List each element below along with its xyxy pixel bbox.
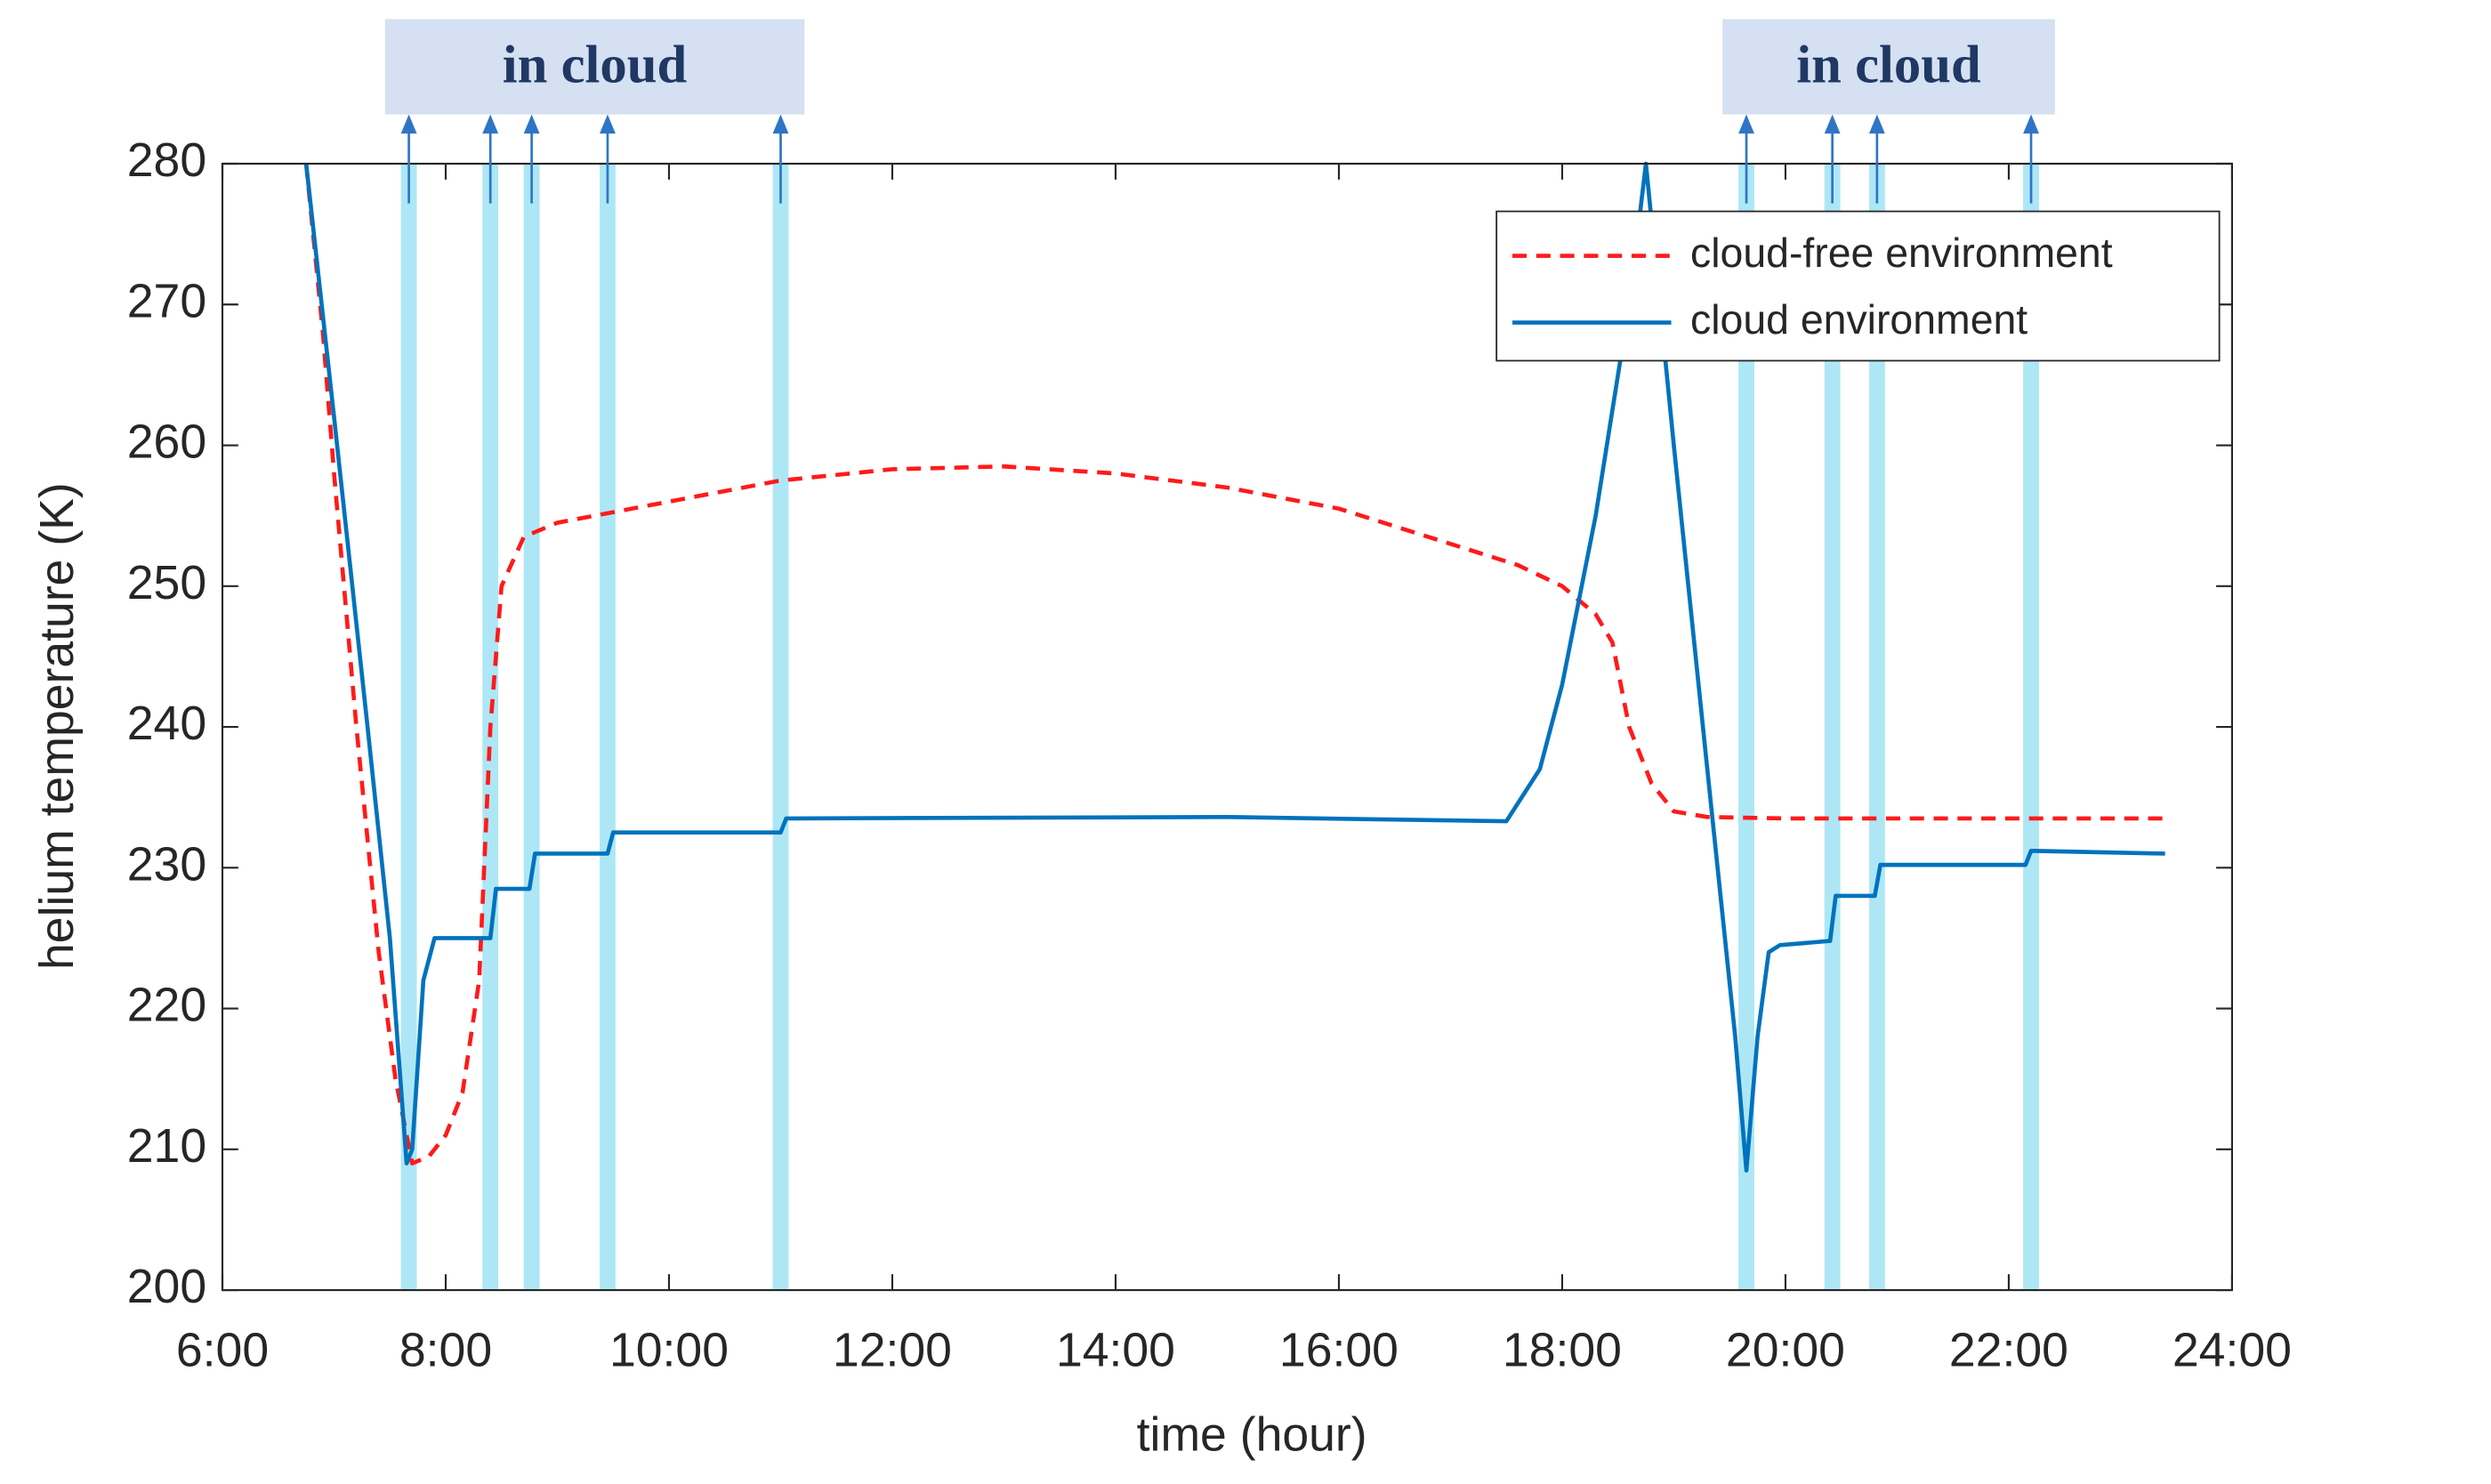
y-tick-label: 260 (127, 416, 206, 469)
x-tick-label: 24:00 (2173, 1325, 2292, 1377)
arrow-head (772, 114, 789, 134)
y-tick-label: 220 (127, 980, 206, 1032)
x-axis-label: time (hour) (1137, 1408, 1367, 1461)
x-tick-label: 22:00 (1949, 1325, 2068, 1377)
y-tick-label: 230 (127, 838, 206, 891)
cloud-band (1868, 164, 1885, 1291)
cloud-band (2023, 164, 2039, 1291)
arrow-head (1738, 114, 1754, 134)
x-tick-label: 18:00 (1503, 1325, 1622, 1377)
arrow-head (1824, 114, 1841, 134)
cloud-band (1738, 164, 1754, 1291)
x-tick-label: 12:00 (833, 1325, 952, 1377)
y-tick-label: 250 (127, 557, 206, 609)
x-tick-label: 16:00 (1279, 1325, 1399, 1377)
arrow-head (1868, 114, 1885, 134)
y-axis-label: helium temperature (K) (31, 482, 84, 970)
x-tick-label: 8:00 (399, 1325, 492, 1377)
arrow-head (482, 114, 499, 134)
cloud-label: in cloud (503, 36, 688, 95)
legend-label: cloud-free environment (1690, 230, 2113, 276)
y-tick-label: 210 (127, 1120, 206, 1173)
x-tick-label: 14:00 (1056, 1325, 1175, 1377)
x-tick-label: 6:00 (176, 1325, 269, 1377)
ticks: 200 210 220 230 240 250 260 270 280 6:00 8:00 10:00… (127, 134, 2292, 1376)
arrow-head (400, 114, 417, 134)
y-tick-label: 270 (127, 275, 206, 327)
legend-label: cloud environment (1690, 296, 2027, 343)
x-tick-label: 10:00 (609, 1325, 729, 1377)
arrow-head (2023, 114, 2039, 134)
cloud-bars (400, 164, 2039, 1291)
x-tick-label: 20:00 (1726, 1325, 1845, 1377)
label-box (384, 19, 805, 115)
lines (303, 161, 2165, 1173)
series-line (303, 161, 2165, 1173)
legend-box (1495, 210, 2221, 362)
y-tick-label: 240 (127, 698, 206, 750)
cloud-label: in cloud (1796, 36, 1981, 95)
arrow-head (523, 114, 540, 134)
cloud-band (400, 164, 417, 1291)
cloud-band (772, 164, 789, 1291)
y-tick-label: 200 (127, 1261, 206, 1313)
arrow-head (600, 114, 616, 134)
y-tick-label: 280 (127, 134, 206, 187)
cloud-band (523, 164, 540, 1291)
label-box (1722, 19, 2055, 115)
cloud-band (1824, 164, 1841, 1291)
legend: cloud-free environment cloud environment (1495, 210, 2221, 362)
axes-frame (221, 162, 2233, 1292)
cloud-band (600, 164, 616, 1291)
